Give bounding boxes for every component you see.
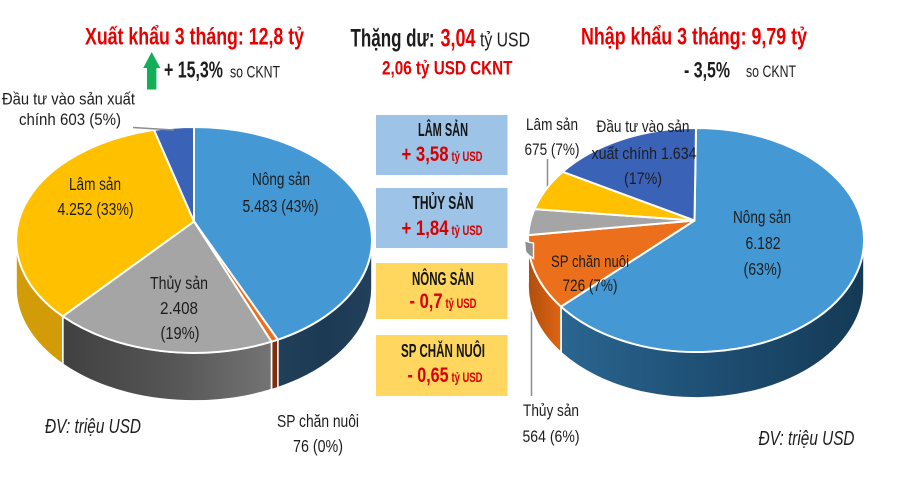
svg-text:chính 603 (5%): chính 603 (5%): [19, 110, 121, 129]
svg-text:6.182: 6.182: [746, 233, 781, 253]
svg-text:Nông sản: Nông sản: [252, 169, 310, 189]
svg-text:Thủy sản: Thủy sản: [150, 273, 208, 293]
svg-text:Lâm sản: Lâm sản: [69, 174, 121, 194]
svg-text:ĐV: triệu USD: ĐV: triệu USD: [45, 416, 141, 438]
svg-text:2,06 tỷ USD CKNT: 2,06 tỷ USD CKNT: [382, 59, 513, 80]
svg-text:NÔNG SẢN: NÔNG SẢN: [412, 268, 474, 289]
svg-text:4.252 (33%): 4.252 (33%): [58, 199, 134, 219]
svg-text:so CKNT: so CKNT: [746, 63, 796, 81]
svg-text:LÂM SẢN: LÂM SẢN: [418, 119, 468, 140]
svg-text:Thặng dư:: Thặng dư:: [351, 25, 435, 53]
svg-text:(19%): (19%): [161, 323, 200, 343]
svg-text:+ 3,58: + 3,58: [402, 142, 449, 166]
svg-text:675 (7%): 675 (7%): [525, 140, 580, 159]
svg-text:tỷ USD: tỷ USD: [452, 370, 483, 385]
svg-text:564 (6%): 564 (6%): [523, 427, 580, 446]
svg-text:SP chăn nuôi: SP chăn nuôi: [551, 252, 629, 271]
svg-text:Xuất khẩu 3 tháng: 12,8 tỷ: Xuất khẩu 3 tháng: 12,8 tỷ: [85, 24, 304, 51]
svg-text:5.483 (43%): 5.483 (43%): [243, 196, 319, 216]
svg-text:(17%): (17%): [624, 169, 662, 188]
svg-text:tỷ USD: tỷ USD: [452, 149, 483, 164]
svg-text:SP CHĂN NUÔI: SP CHĂN NUÔI: [401, 340, 485, 361]
svg-text:Đầu tư vào sản: Đầu tư vào sản: [597, 117, 690, 136]
svg-text:2.408: 2.408: [160, 298, 198, 318]
svg-text:Đầu tư vào sản xuất: Đầu tư vào sản xuất: [2, 90, 135, 109]
svg-text:- 0,7: - 0,7: [410, 289, 443, 313]
svg-text:tỷ USD: tỷ USD: [480, 29, 530, 52]
svg-text:76 (0%): 76 (0%): [293, 436, 343, 456]
svg-text:+ 1,84: + 1,84: [402, 216, 449, 240]
svg-text:Lâm sản: Lâm sản: [526, 115, 578, 134]
svg-text:Nhập khẩu 3 tháng: 9,79 tỷ: Nhập khẩu 3 tháng: 9,79 tỷ: [581, 24, 807, 51]
svg-text:- 0,65: - 0,65: [408, 363, 449, 387]
svg-text:SP chăn nuôi: SP chăn nuôi: [277, 411, 359, 431]
svg-text:so CKNT: so CKNT: [230, 64, 280, 82]
svg-text:tỷ USD: tỷ USD: [446, 296, 477, 311]
svg-text:- 3,5%: - 3,5%: [684, 58, 730, 83]
svg-text:(63%): (63%): [744, 259, 782, 279]
svg-text:Thủy sản: Thủy sản: [523, 401, 579, 420]
svg-text:ĐV: triệu USD: ĐV: triệu USD: [759, 428, 855, 450]
svg-text:3,04: 3,04: [441, 25, 476, 53]
svg-text:xuất chính 1.634: xuất chính 1.634: [592, 144, 697, 163]
svg-text:tỷ USD: tỷ USD: [452, 223, 483, 238]
svg-text:+ 15,3%: + 15,3%: [164, 57, 223, 83]
svg-text:726 (7%): 726 (7%): [563, 276, 618, 295]
svg-text:Nông sản: Nông sản: [733, 207, 791, 227]
svg-text:THỦY SẢN: THỦY SẢN: [413, 192, 474, 213]
